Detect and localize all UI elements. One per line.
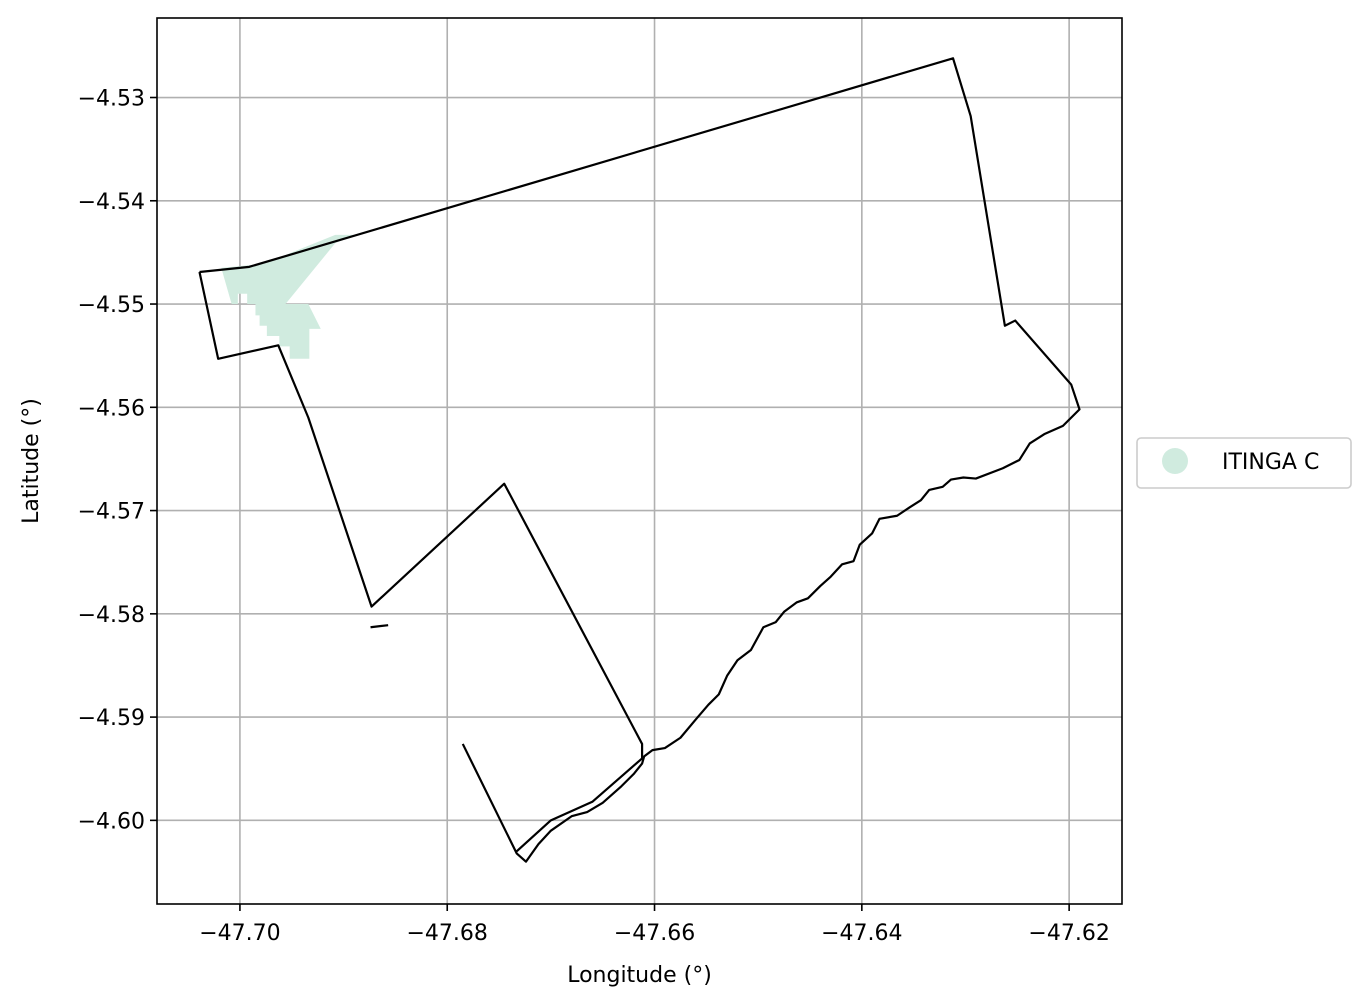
itinga-c-region xyxy=(221,234,357,359)
y-tick-label: −4.58 xyxy=(78,603,145,628)
boundary-layer xyxy=(198,57,1081,863)
tick-layer: −47.70 −47.68 −47.66 −47.64 −47.62 −4.53 −4.54… xyxy=(78,87,1110,946)
boundary-line xyxy=(198,271,644,853)
y-tick-label: −4.59 xyxy=(78,706,145,731)
x-tick-label: −47.62 xyxy=(1028,921,1109,946)
legend-box xyxy=(1136,437,1352,489)
legend: ITINGA C xyxy=(1136,437,1352,489)
x-tick-label: −47.64 xyxy=(821,921,902,946)
boundary-line xyxy=(199,57,1081,863)
x-tick-label: −47.68 xyxy=(407,921,488,946)
y-tick-label: −4.56 xyxy=(78,396,145,421)
y-tick-label: −4.54 xyxy=(78,190,145,215)
boundary-line xyxy=(370,624,389,629)
axes-frame xyxy=(156,17,1123,905)
y-tick-label: −4.57 xyxy=(78,500,145,525)
filled-region-layer xyxy=(221,234,357,359)
x-axis-label: Longitude (°) xyxy=(567,963,712,988)
y-tick-label: −4.53 xyxy=(78,87,145,112)
legend-marker xyxy=(1162,448,1188,474)
x-tick-label: −47.70 xyxy=(199,921,280,946)
x-tick-label: −47.66 xyxy=(614,921,695,946)
grid-layer xyxy=(157,18,1122,904)
y-tick-label: −4.60 xyxy=(78,809,145,834)
y-axis-label: Latitude (°) xyxy=(19,398,44,524)
y-tick-label: −4.55 xyxy=(78,293,145,318)
legend-label: ITINGA C xyxy=(1222,450,1319,475)
